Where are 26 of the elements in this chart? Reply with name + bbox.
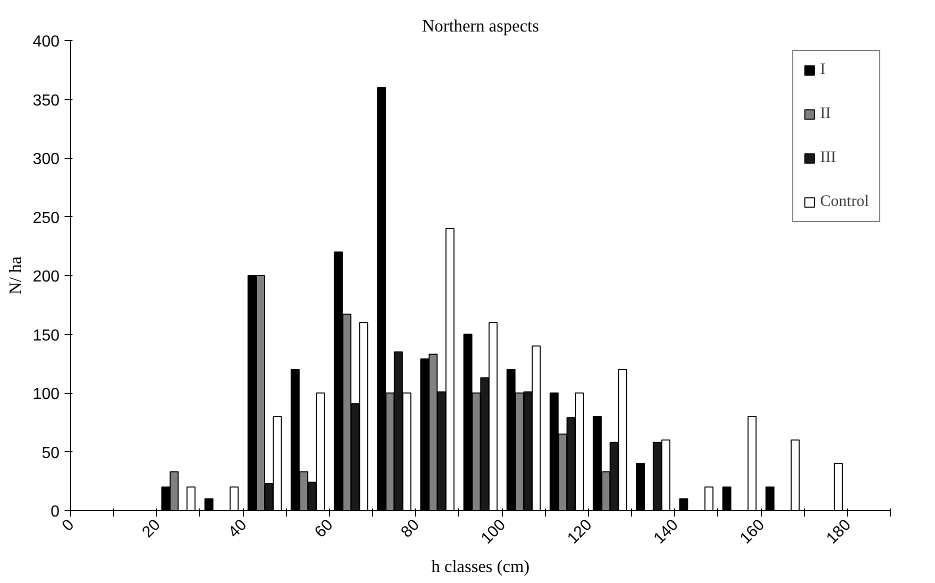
y-tick-label: 250 — [32, 210, 60, 227]
y-tick-label: 300 — [32, 151, 60, 168]
x-axis-title: h classes (cm) — [431, 556, 530, 576]
y-tick-label: 0 — [50, 504, 60, 520]
x-tick-label: 100 — [478, 516, 510, 548]
chart-title: Northern aspects — [422, 16, 540, 36]
y-tick-label: 100 — [32, 386, 60, 403]
y-tick-label: 350 — [32, 92, 60, 110]
x-tick-label: 120 — [564, 516, 596, 548]
y-tick-label: 50 — [42, 444, 60, 462]
x-tick-label: 0 — [59, 516, 78, 535]
x-tick-label: 140 — [650, 516, 682, 548]
x-tick-label: 180 — [824, 516, 854, 548]
x-tick-label: 80 — [398, 516, 423, 542]
x-tick-label: 60 — [312, 516, 337, 542]
y-tick-label: 400 — [32, 34, 60, 50]
x-tick-label: 20 — [139, 516, 164, 542]
x-tick-label: 160 — [737, 516, 768, 548]
legend-label: I — [820, 61, 826, 79]
legend-label: Control — [820, 193, 869, 211]
y-tick-label: 150 — [32, 327, 60, 344]
legend-label: III — [820, 149, 838, 167]
x-tick-label: 40 — [226, 516, 250, 542]
y-tick-label: 200 — [32, 268, 60, 286]
legend-label: II — [820, 105, 832, 123]
y-axis-title: N/ ha — [6, 256, 25, 295]
